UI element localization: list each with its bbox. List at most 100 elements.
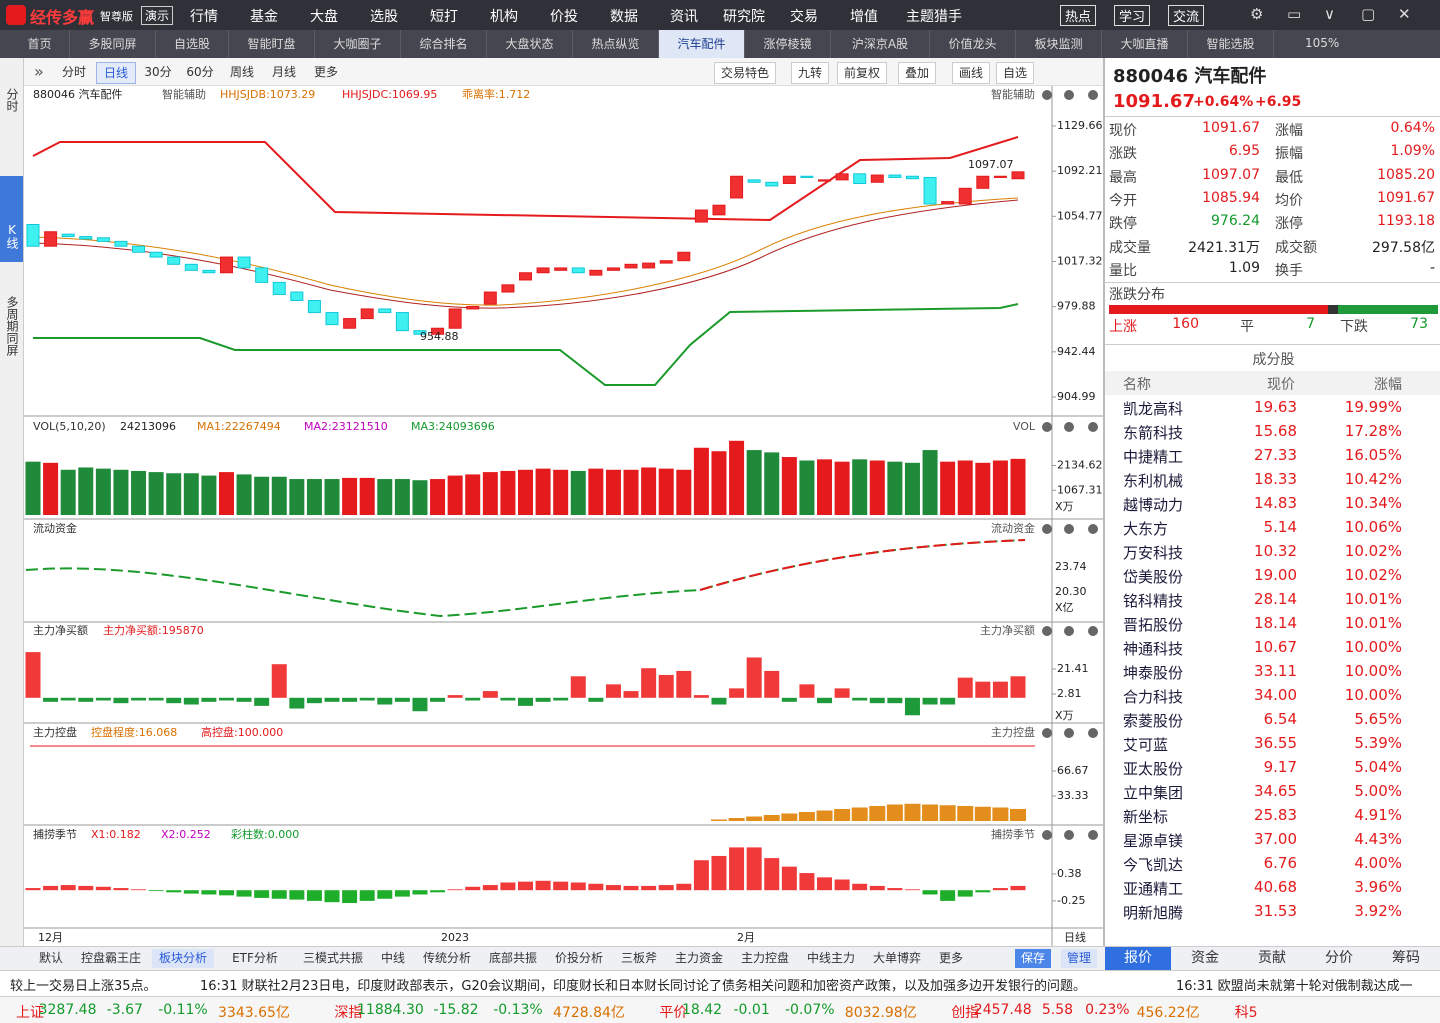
menu-item[interactable]: 增值: [850, 9, 878, 25]
tab[interactable]: 汽车配件: [659, 30, 745, 58]
stock-name[interactable]: 新坐标: [1123, 808, 1169, 826]
stock-name[interactable]: 神通科技: [1123, 640, 1184, 658]
demo-button[interactable]: 演示: [141, 6, 174, 25]
period-button[interactable]: 日线: [96, 62, 136, 84]
tab[interactable]: 大盘状态: [487, 30, 573, 58]
tab[interactable]: 自选股: [156, 30, 229, 58]
menu-item[interactable]: 大盘: [310, 9, 338, 25]
side-tab[interactable]: K线: [0, 176, 23, 262]
period-button[interactable]: 30分: [144, 65, 172, 79]
bottom-tab[interactable]: 中线主力: [806, 951, 855, 965]
stock-name[interactable]: 铭科精技: [1123, 592, 1184, 610]
hot-button[interactable]: 热点: [1060, 5, 1097, 26]
action-button[interactable]: 保存: [1015, 949, 1052, 968]
panel-tab[interactable]: 报价: [1105, 947, 1171, 970]
panel-tab[interactable]: 筹码: [1373, 947, 1439, 970]
panel-tab[interactable]: 贡献: [1239, 947, 1305, 970]
stock-name[interactable]: 东利机械: [1123, 472, 1184, 490]
bottom-tab[interactable]: 默认: [38, 951, 63, 965]
window-icon[interactable]: ∨: [1324, 5, 1335, 23]
tab[interactable]: 板块监测: [1016, 30, 1102, 58]
action-button[interactable]: 管理: [1061, 949, 1098, 968]
period-button[interactable]: 月线: [271, 65, 296, 79]
bottom-tab[interactable]: 更多: [938, 951, 963, 965]
stock-name[interactable]: 岱美股份: [1123, 568, 1184, 586]
menu-item[interactable]: 短打: [430, 9, 458, 25]
stock-name[interactable]: 晋拓股份: [1123, 616, 1184, 634]
stock-name[interactable]: 万安科技: [1123, 544, 1184, 562]
stock-name[interactable]: 合力科技: [1123, 688, 1184, 706]
stock-name[interactable]: 艾可蓝: [1123, 736, 1169, 754]
news-item[interactable]: 较上一交易日上涨35点。: [10, 979, 157, 994]
stock-name[interactable]: 东箭科技: [1123, 424, 1184, 442]
menu-item[interactable]: 交易: [790, 9, 818, 25]
tab[interactable]: 大咖圈子: [315, 30, 401, 58]
tool-button[interactable]: 九转: [791, 62, 830, 84]
menu-item[interactable]: 数据: [610, 9, 638, 25]
tab[interactable]: 首页: [10, 30, 70, 58]
bottom-tab[interactable]: 底部共振: [488, 951, 537, 965]
stock-name[interactable]: 星源卓镁: [1123, 832, 1184, 850]
period-button[interactable]: 周线: [229, 65, 254, 79]
window-icon[interactable]: ▭: [1287, 5, 1302, 23]
tool-button[interactable]: 交易特色: [714, 62, 777, 84]
panel-tab[interactable]: 资金: [1172, 947, 1238, 970]
menu-item[interactable]: 选股: [370, 9, 398, 25]
period-button[interactable]: 分时: [61, 65, 86, 79]
news-item[interactable]: 16:31 财联社2月23日电，印度财政部表示，G20会议期间，印度财长和日本财…: [200, 979, 1087, 994]
stock-name[interactable]: 中捷精工: [1123, 448, 1184, 466]
hot-button[interactable]: 交流: [1168, 5, 1205, 26]
tool-button[interactable]: 叠加: [898, 62, 937, 84]
menu-item[interactable]: 基金: [250, 9, 278, 25]
bottom-tab[interactable]: 控盘霸王庄: [80, 951, 141, 965]
stock-name[interactable]: 索菱股份: [1123, 712, 1184, 730]
bottom-tab[interactable]: ETF分析: [232, 951, 278, 965]
hot-button[interactable]: 学习: [1114, 5, 1151, 26]
tab[interactable]: 智能选股: [1188, 30, 1274, 58]
stock-name[interactable]: 凯龙高科: [1123, 400, 1184, 418]
period-button[interactable]: 60分: [186, 65, 214, 79]
window-icon[interactable]: ✕: [1398, 5, 1411, 23]
stock-name[interactable]: 今飞凯达: [1123, 856, 1184, 874]
bottom-tab[interactable]: 大单博弈: [872, 951, 921, 965]
window-icon[interactable]: ⚙: [1250, 5, 1264, 23]
tab[interactable]: 沪深京A股: [831, 30, 930, 58]
stock-name[interactable]: 坤泰股份: [1123, 664, 1184, 682]
bottom-tab[interactable]: 中线: [380, 951, 405, 965]
tool-button[interactable]: 前复权: [837, 62, 888, 84]
menu-item[interactable]: 研究院: [723, 9, 765, 25]
bottom-tab[interactable]: 三模式共振: [302, 951, 363, 965]
bottom-tab[interactable]: 三板斧: [620, 951, 657, 965]
bottom-tab[interactable]: 价投分析: [554, 951, 603, 965]
menu-item[interactable]: 机构: [490, 9, 518, 25]
menu-item[interactable]: 资讯: [670, 9, 698, 25]
menu-item[interactable]: 价投: [550, 9, 578, 25]
panel-tab[interactable]: 分价: [1306, 947, 1372, 970]
menu-item[interactable]: 主题猎手: [906, 9, 962, 25]
stock-name[interactable]: 亚通精工: [1123, 880, 1184, 898]
stock-name[interactable]: 立中集团: [1123, 784, 1184, 802]
tab[interactable]: 多股同屏: [70, 30, 156, 58]
tab[interactable]: 综合排名: [401, 30, 487, 58]
tab[interactable]: 智能盯盘: [229, 30, 315, 58]
news-item[interactable]: 16:31 欧盟尚未就第十轮对俄制裁达成一: [1176, 979, 1413, 994]
tab[interactable]: 涨停棱镜: [745, 30, 831, 58]
stock-name[interactable]: 大东方: [1123, 520, 1169, 538]
stock-name[interactable]: 明新旭腾: [1123, 904, 1184, 922]
tab[interactable]: 价值龙头: [930, 30, 1016, 58]
window-icon[interactable]: ▢: [1361, 5, 1376, 23]
stock-name[interactable]: 越博动力: [1123, 496, 1184, 514]
tool-button[interactable]: 自选: [996, 62, 1035, 84]
tab[interactable]: 热点纵览: [573, 30, 659, 58]
bottom-tab[interactable]: 主力控盘: [740, 951, 789, 965]
side-tab[interactable]: 分时: [5, 88, 19, 112]
bottom-tab[interactable]: 板块分析: [152, 949, 214, 968]
side-tab[interactable]: 多周期同屏: [5, 296, 19, 356]
tool-button[interactable]: 画线: [952, 62, 991, 84]
bottom-tab[interactable]: 传统分析: [422, 951, 471, 965]
menu-item[interactable]: 行情: [190, 9, 218, 25]
period-button[interactable]: 更多: [313, 65, 338, 79]
bottom-tab[interactable]: 主力资金: [674, 951, 723, 965]
stock-name[interactable]: 亚太股份: [1123, 760, 1184, 778]
tab[interactable]: 大咖直播: [1102, 30, 1188, 58]
